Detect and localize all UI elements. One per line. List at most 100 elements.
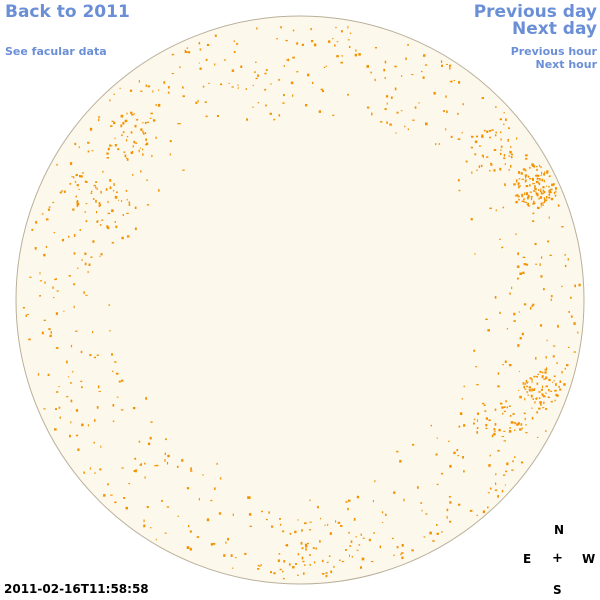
facula-point [543, 173, 546, 176]
facula-point [106, 152, 109, 155]
facula-point [133, 470, 136, 472]
facula-point [82, 172, 84, 174]
facula-point [535, 192, 539, 196]
facular-data-link[interactable]: See facular data [5, 45, 107, 58]
facula-point [386, 121, 388, 124]
facula-point [154, 465, 157, 467]
facula-point [103, 494, 106, 497]
facula-point [509, 292, 511, 295]
facula-point [164, 452, 166, 455]
facula-point [111, 241, 114, 244]
facula-point [495, 131, 497, 134]
facula-point [285, 544, 287, 546]
facula-point [474, 140, 478, 144]
facula-point [73, 234, 76, 237]
facula-point [350, 540, 353, 543]
facula-point [412, 119, 415, 121]
facula-point [535, 397, 537, 400]
facula-point [554, 399, 556, 402]
facula-point [260, 564, 262, 566]
facula-point [510, 145, 512, 148]
facula-point [158, 189, 160, 192]
facula-point [396, 450, 399, 453]
facula-point [97, 385, 100, 389]
facula-point [197, 99, 199, 103]
facula-point [169, 153, 171, 156]
facula-point [497, 372, 500, 375]
facula-point [543, 197, 546, 200]
facula-point [519, 428, 522, 431]
facula-point [577, 331, 579, 334]
facula-point [85, 180, 87, 183]
facula-point [506, 406, 508, 409]
next-hour-link[interactable]: Next hour [535, 58, 598, 71]
facula-point [470, 218, 473, 221]
facula-point [100, 190, 102, 194]
facula-point [75, 409, 79, 412]
next-day-link[interactable]: Next day [512, 19, 597, 39]
facula-point [335, 520, 337, 523]
facula-point [456, 449, 459, 452]
facula-point [544, 200, 546, 204]
facula-point [493, 428, 496, 431]
facula-point [503, 410, 506, 412]
facula-point [498, 428, 501, 432]
facula-point [325, 65, 328, 67]
facula-point [146, 506, 149, 509]
facula-point [145, 397, 148, 400]
facula-point [503, 157, 506, 160]
facula-point [546, 199, 548, 202]
facula-point [52, 286, 54, 289]
facula-point [381, 511, 384, 514]
facula-point [389, 123, 392, 126]
facula-point [501, 406, 504, 409]
facula-point [341, 561, 345, 563]
facula-point [320, 517, 322, 520]
facula-point [542, 186, 545, 189]
facula-point [121, 467, 124, 469]
previous-hour-link[interactable]: Previous hour [510, 45, 597, 58]
facula-point [99, 468, 102, 471]
facula-point [339, 559, 341, 561]
facula-point [184, 49, 186, 52]
facula-point [487, 506, 489, 509]
facula-point [63, 310, 65, 312]
facula-point [518, 171, 520, 174]
facula-point [264, 72, 267, 75]
facula-point [107, 147, 110, 151]
facula-point [527, 205, 531, 207]
facula-point [556, 394, 559, 397]
facula-point [305, 548, 307, 551]
facula-point [126, 112, 128, 115]
facula-point [484, 410, 487, 412]
facula-point [264, 88, 267, 91]
facula-point [312, 547, 315, 549]
facula-point [302, 560, 305, 563]
facula-point [525, 263, 529, 266]
facula-point [509, 427, 511, 429]
facula-point [227, 537, 229, 541]
facula-point [122, 214, 124, 216]
facula-point [536, 411, 539, 414]
facula-point [481, 134, 484, 136]
facula-point [529, 166, 531, 169]
facula-point [111, 353, 113, 356]
facula-point [536, 177, 538, 180]
facula-point [307, 73, 310, 77]
previous-day-link[interactable]: Previous day [473, 2, 597, 22]
facula-point [535, 263, 537, 265]
facula-point [143, 524, 146, 528]
facula-point [384, 60, 387, 64]
back-to-year-link[interactable]: Back to 2011 [5, 2, 130, 22]
facula-point [300, 541, 303, 545]
facula-point [518, 198, 520, 201]
facula-point [553, 379, 555, 382]
facula-point [142, 130, 144, 134]
facula-point [98, 205, 100, 207]
facula-point [77, 448, 80, 451]
facula-point [220, 83, 223, 86]
facula-point [304, 543, 308, 546]
facula-point [508, 127, 510, 130]
facula-point [538, 182, 541, 186]
facula-point [540, 166, 542, 169]
